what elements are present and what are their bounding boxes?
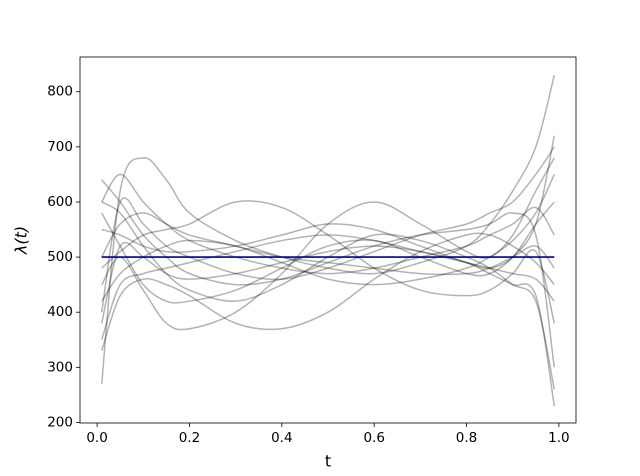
y-tick-label: 400 <box>47 304 73 320</box>
y-tick-label: 300 <box>47 359 73 375</box>
series-line <box>101 201 556 390</box>
series-line <box>101 157 555 331</box>
series-line <box>101 174 555 302</box>
series-line <box>101 200 556 324</box>
series-line <box>101 179 556 368</box>
plot-frame <box>79 56 577 424</box>
series-line <box>100 146 555 313</box>
y-tick-label: 200 <box>47 414 73 430</box>
y-tick-label: 500 <box>47 249 73 265</box>
series-line <box>101 201 555 270</box>
series-line <box>101 173 555 275</box>
x-tick-label: 1.0 <box>548 430 569 446</box>
y-tick-label: 700 <box>47 139 73 155</box>
x-tick-label: 0.6 <box>363 430 384 446</box>
series-line <box>101 212 555 276</box>
x-tick-label: 0.2 <box>179 430 200 446</box>
series-line <box>100 241 556 407</box>
series-line <box>100 232 555 352</box>
series-line <box>100 234 555 341</box>
x-tick-label: 0.8 <box>456 430 477 446</box>
series-line <box>100 75 556 384</box>
x-axis-label: t <box>325 452 331 471</box>
y-axis-label: λ(t) <box>12 226 31 255</box>
x-tick-label: 0.0 <box>86 430 107 446</box>
y-tick-label: 600 <box>47 194 73 210</box>
y-tick-label: 800 <box>47 84 73 100</box>
series-line <box>101 135 556 304</box>
x-tick-label: 0.4 <box>271 430 292 446</box>
